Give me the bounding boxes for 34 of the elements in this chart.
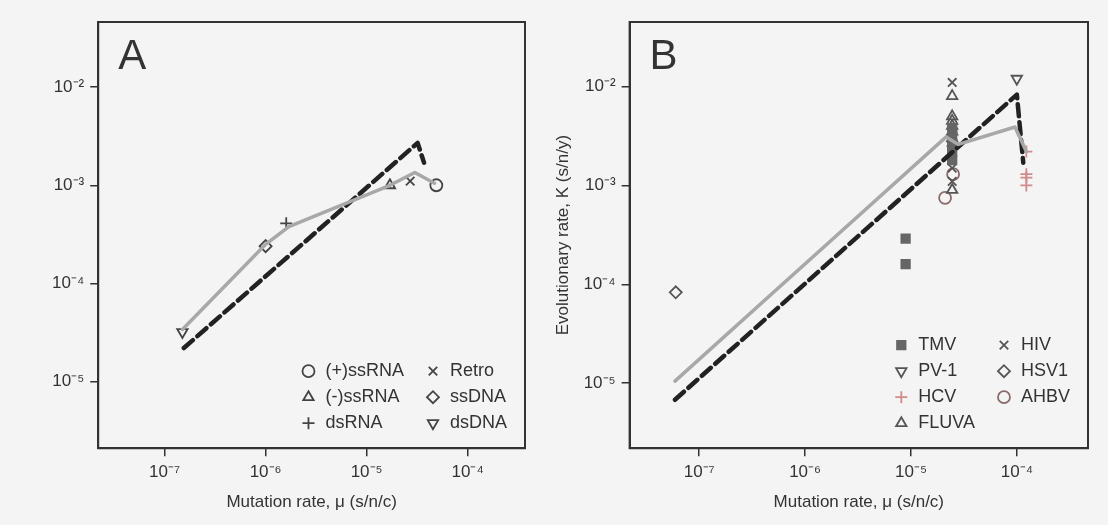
x-axis-title: Mutation rate, μ (s/n/c) <box>773 492 945 512</box>
x-tick-label: 10⁻⁷ <box>683 462 715 482</box>
legend-label: dsDNA <box>449 412 507 433</box>
y-tick-label: 10⁻⁴ <box>583 274 616 294</box>
y-tick-label: 10⁻² <box>53 76 85 96</box>
x-axis-title: Mutation rate, μ (s/n/c) <box>226 492 397 512</box>
legend-label: TMV <box>918 334 957 355</box>
y-tick-label: 10⁻³ <box>585 175 616 195</box>
legend-label: (+)ssRNA <box>325 360 404 381</box>
x-tick-label: 10⁻⁶ <box>249 462 282 482</box>
legend-label: FLUVA <box>918 412 975 433</box>
legend-label: ssDNA <box>449 386 506 407</box>
chart-title: B <box>649 30 678 78</box>
x-tick-label: 10⁻⁷ <box>149 462 181 482</box>
y-tick-label: 10⁻⁴ <box>52 273 85 293</box>
legend-label: (-)ssRNA <box>325 386 400 407</box>
legend-label: HSV1 <box>1020 360 1069 381</box>
y-axis-title: Evolutionary rate, K (s/n/y) <box>552 134 572 336</box>
legend-label: HIV <box>1020 334 1051 355</box>
y-tick-label: 10⁻⁵ <box>52 371 85 391</box>
x-tick-label: 10⁻⁶ <box>789 462 822 482</box>
legend-label: HCV <box>918 386 957 407</box>
legend-label: Retro <box>449 360 494 381</box>
legend-label: dsRNA <box>325 412 383 433</box>
x-tick-label: 10⁻⁴ <box>1000 462 1033 482</box>
x-tick-label: 10⁻⁵ <box>350 462 383 482</box>
x-tick-label: 10⁻⁴ <box>451 462 484 482</box>
y-tick-label: 10⁻² <box>585 76 616 96</box>
legend-label: AHBV <box>1020 386 1071 407</box>
y-tick-label: 10⁻³ <box>53 174 85 194</box>
y-tick-label: 10⁻⁵ <box>583 372 616 392</box>
x-tick-label: 10⁻⁵ <box>894 462 927 482</box>
chart-title: A <box>118 30 147 78</box>
legend-label: PV-1 <box>918 360 958 381</box>
